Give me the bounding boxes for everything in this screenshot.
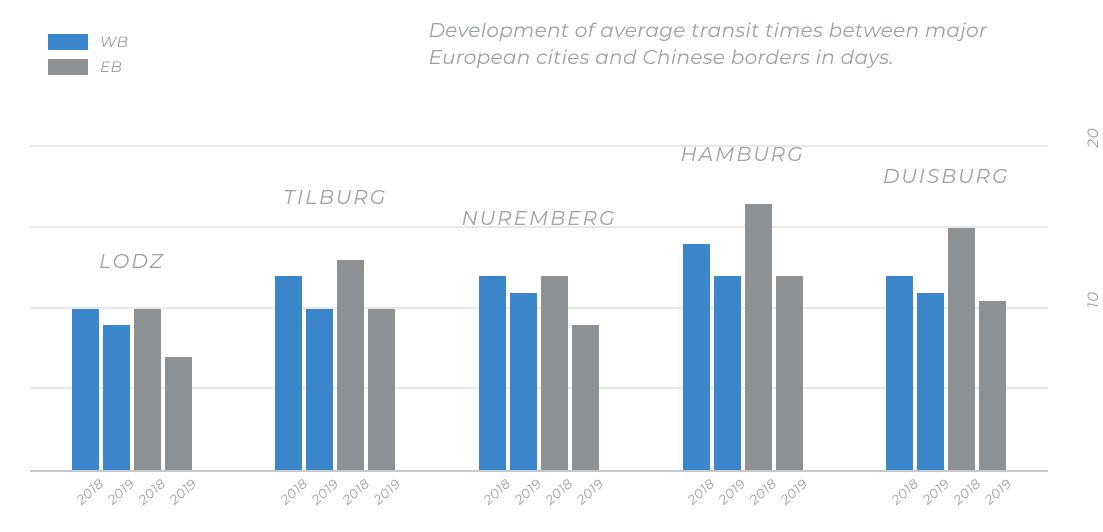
bar: 2019 bbox=[368, 309, 395, 470]
group-title: TILBURG bbox=[284, 186, 388, 210]
group-title: NUREMBERG bbox=[462, 207, 617, 231]
legend-label-wb: WB bbox=[100, 32, 128, 51]
header: WB EB Development of average transit tim… bbox=[0, 0, 1103, 76]
group-title: HAMBURG bbox=[681, 143, 805, 167]
y-axis-tick: 20 bbox=[1083, 128, 1102, 148]
bar-year-label: 2018 bbox=[481, 476, 515, 509]
bar-year-label: 2019 bbox=[574, 476, 607, 508]
bar-year-label: 2018 bbox=[888, 476, 922, 509]
bar: 2019 bbox=[510, 293, 537, 471]
bar: 2018 bbox=[948, 228, 975, 470]
bar: 2019 bbox=[714, 276, 741, 470]
legend-swatch-wb bbox=[48, 34, 88, 50]
bar: 2019 bbox=[103, 325, 130, 470]
bar-year-label: 2018 bbox=[136, 476, 170, 509]
bar: 2018 bbox=[886, 276, 913, 470]
group-title: LODZ bbox=[99, 250, 165, 274]
bar-year-label: 2018 bbox=[747, 476, 781, 509]
bar-year-label: 2019 bbox=[371, 476, 404, 508]
bar: 2019 bbox=[306, 309, 333, 470]
bar-year-label: 2018 bbox=[339, 476, 373, 509]
bar-year-label: 2019 bbox=[919, 476, 952, 508]
legend-label-eb: EB bbox=[100, 57, 122, 76]
bar-groups: LODZ2018201920182019TILBURG2018201920182… bbox=[30, 115, 1048, 470]
group-title: DUISBURG bbox=[883, 165, 1010, 189]
bar-year-label: 2019 bbox=[778, 476, 811, 508]
bar: 2019 bbox=[572, 325, 599, 470]
bar-year-label: 2018 bbox=[950, 476, 984, 509]
bar-group: DUISBURG2018201920182019 bbox=[886, 115, 1006, 470]
bar: 2018 bbox=[275, 276, 302, 470]
chart: 1020LODZ2018201920182019TILBURG201820192… bbox=[30, 115, 1048, 472]
bar: 2019 bbox=[776, 276, 803, 470]
bar: 2018 bbox=[479, 276, 506, 470]
bar-year-label: 2019 bbox=[981, 476, 1014, 508]
bar-year-label: 2019 bbox=[716, 476, 749, 508]
y-axis-tick: 10 bbox=[1083, 290, 1102, 307]
bar-group: TILBURG2018201920182019 bbox=[275, 115, 395, 470]
bar-year-label: 2018 bbox=[543, 476, 577, 509]
bar-group: NUREMBERG2018201920182019 bbox=[479, 115, 599, 470]
legend: WB EB bbox=[48, 18, 128, 76]
bar: 2018 bbox=[134, 309, 161, 470]
chart-subtitle: Development of average transit times bet… bbox=[168, 18, 1055, 76]
bar-year-label: 2019 bbox=[512, 476, 545, 508]
bar: 2019 bbox=[917, 293, 944, 471]
bar-year-label: 2019 bbox=[105, 476, 138, 508]
bar: 2018 bbox=[745, 204, 772, 470]
bar-year-label: 2018 bbox=[74, 476, 108, 509]
bar-year-label: 2018 bbox=[685, 476, 719, 509]
bar-group: LODZ2018201920182019 bbox=[72, 115, 192, 470]
bar: 2018 bbox=[72, 309, 99, 470]
bar-year-label: 2019 bbox=[167, 476, 200, 508]
legend-swatch-eb bbox=[48, 59, 88, 75]
bar: 2019 bbox=[165, 357, 192, 470]
bar: 2018 bbox=[337, 260, 364, 470]
bar-year-label: 2019 bbox=[309, 476, 342, 508]
bar: 2018 bbox=[541, 276, 568, 470]
bar-year-label: 2018 bbox=[277, 476, 311, 509]
legend-row-eb: EB bbox=[48, 57, 128, 76]
bar: 2019 bbox=[979, 301, 1006, 470]
legend-row-wb: WB bbox=[48, 32, 128, 51]
plot-area: 1020LODZ2018201920182019TILBURG201820192… bbox=[30, 115, 1048, 472]
bar-group: HAMBURG2018201920182019 bbox=[683, 115, 803, 470]
bar: 2018 bbox=[683, 244, 710, 470]
